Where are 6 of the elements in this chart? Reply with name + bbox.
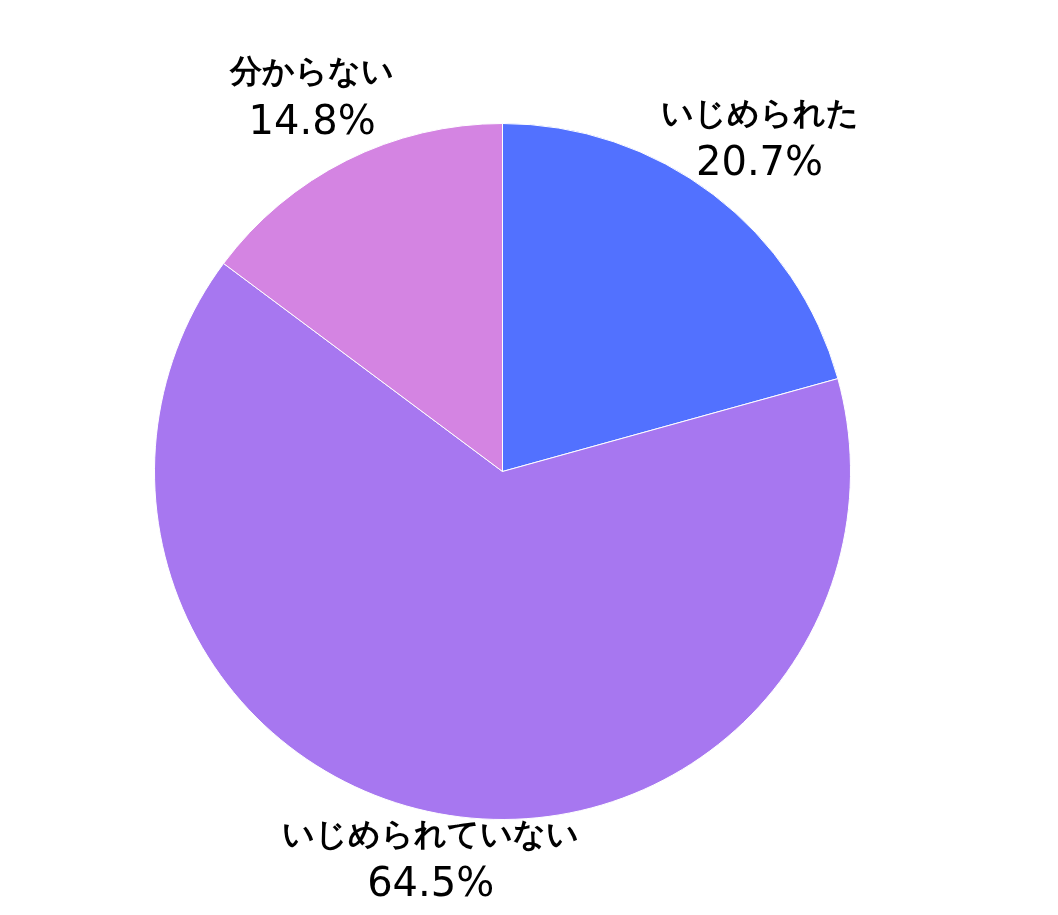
data-label: 14.8% xyxy=(248,96,376,143)
slice-label: いじめられていない xyxy=(282,814,580,853)
slice-label: 分からない xyxy=(229,52,395,91)
data-label: 64.5% xyxy=(367,859,495,906)
data-label: 20.7% xyxy=(696,138,824,185)
slice-label: いじめられた xyxy=(660,93,859,132)
